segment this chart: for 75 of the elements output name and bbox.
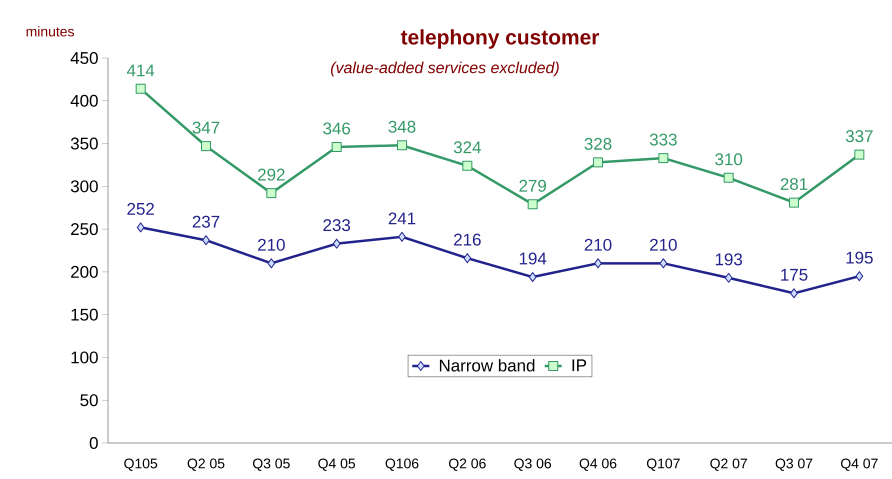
- point: [789, 198, 800, 208]
- y-tick-label: 150: [72, 308, 98, 321]
- y-tick-label: 400: [70, 94, 98, 107]
- legend-label: Narrow band: [440, 359, 534, 372]
- point: [724, 272, 733, 283]
- point: [528, 272, 537, 282]
- point: [463, 253, 472, 264]
- y-tick-label: 200: [71, 266, 98, 278]
- y-tick-label: 300: [70, 180, 98, 192]
- x-tick-label: Q2 06: [448, 458, 486, 471]
- point: [266, 188, 276, 198]
- point: [594, 258, 602, 268]
- y-tick-label: 50: [80, 394, 98, 406]
- data-label: 281: [780, 178, 808, 190]
- data-label: 337: [846, 130, 873, 142]
- data-label: 210: [650, 238, 677, 251]
- point: [593, 157, 604, 168]
- data-label: 210: [258, 238, 285, 251]
- point: [398, 232, 406, 242]
- x-tick-label: Q106: [386, 458, 418, 471]
- data-label: 324: [454, 141, 481, 154]
- point: [397, 140, 408, 150]
- x-tick-label: Q3 05: [252, 458, 290, 471]
- data-label: 237: [192, 216, 220, 228]
- legend-label: IP: [572, 359, 586, 372]
- data-label: 195: [846, 252, 873, 264]
- point: [462, 160, 472, 171]
- x-tick-label: Q4 05: [318, 458, 356, 471]
- data-label: 233: [323, 219, 350, 232]
- x-tick-label: Q2 07: [710, 458, 747, 471]
- y-tick-label: 0: [90, 437, 98, 449]
- data-label: 210: [584, 238, 612, 251]
- data-label: 194: [520, 252, 546, 265]
- y-tick-label: 450: [70, 52, 98, 64]
- x-tick-label: Q105: [124, 458, 158, 471]
- y-axis-title: minutes: [26, 26, 74, 36]
- y-tick-label: 350: [70, 138, 98, 150]
- point: [136, 84, 146, 94]
- x-tick-label: Q107: [646, 458, 680, 471]
- data-label: 252: [127, 202, 154, 215]
- point: [790, 288, 798, 298]
- point: [854, 150, 864, 160]
- point: [136, 222, 145, 232]
- point: [724, 172, 734, 183]
- x-tick-label: Q3 07: [776, 458, 812, 471]
- data-label: 175: [781, 268, 808, 281]
- data-label: 328: [584, 138, 612, 150]
- data-label: 292: [258, 168, 285, 181]
- chart-title: telephony customer: [400, 29, 600, 49]
- y-tick-label: 250: [71, 223, 98, 236]
- data-label: 241: [388, 212, 416, 224]
- data-label: 279: [519, 180, 546, 192]
- point: [202, 235, 210, 246]
- x-tick-label: Q3 06: [514, 458, 552, 471]
- point: [528, 199, 538, 210]
- data-label: 216: [454, 234, 481, 246]
- point: [855, 271, 864, 282]
- data-label: 346: [323, 122, 350, 134]
- y-tick-label: 100: [72, 351, 98, 364]
- point: [658, 153, 668, 164]
- point: [201, 141, 212, 152]
- point: [332, 238, 341, 249]
- point: [332, 142, 342, 152]
- chart-subtitle: (value-added services excluded): [331, 62, 559, 76]
- point: [659, 258, 668, 268]
- x-tick-label: Q4 07: [841, 458, 878, 471]
- data-label: 414: [126, 64, 154, 76]
- point: [267, 258, 276, 268]
- x-tick-label: Q4 06: [580, 458, 616, 471]
- x-tick-label: Q2 05: [188, 458, 224, 471]
- data-label: 348: [388, 120, 416, 133]
- data-label: 193: [716, 253, 742, 266]
- data-label: 310: [715, 153, 742, 166]
- data-label: 347: [192, 122, 220, 134]
- data-label: 333: [650, 134, 677, 146]
